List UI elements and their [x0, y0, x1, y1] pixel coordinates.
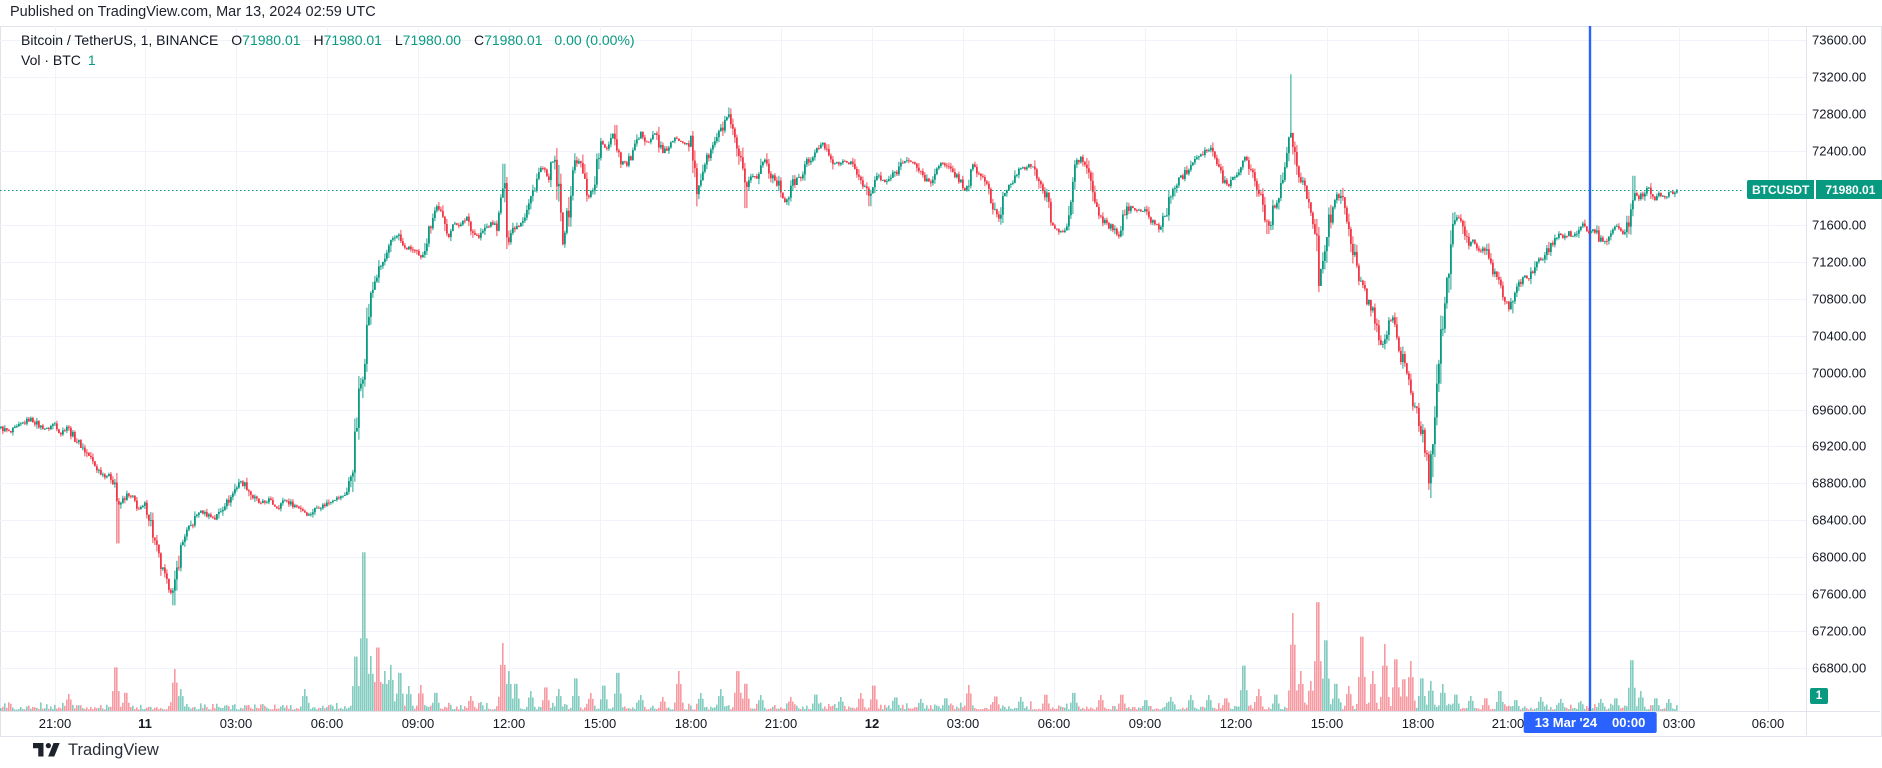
- time-scale[interactable]: 21:00 11 03:00 06:00 09:00 12:00 15:00 18:00 21:…: [0, 711, 1882, 737]
- price-axis-border: [1806, 27, 1807, 735]
- price-tick-label: 66800.00: [1812, 660, 1867, 676]
- symbol-legend[interactable]: Bitcoin / TetherUS, 1, BINANCE O71980.01…: [21, 32, 635, 48]
- time-tick-label: 21:00: [38, 716, 72, 731]
- price-tick-label: 68400.00: [1812, 512, 1867, 528]
- time-tick-label: 18:00: [674, 716, 708, 731]
- price-scale[interactable]: 73600.00 73200.00 72800.00 72400.00 71600.00…: [1806, 26, 1882, 711]
- close-label: C: [473, 32, 485, 48]
- price-tick-label: 68000.00: [1812, 549, 1867, 565]
- last-price-value: 71980.01: [1816, 180, 1882, 199]
- volume-axis-badge: 1: [1810, 688, 1828, 704]
- price-chart-canvas[interactable]: [0, 26, 1806, 711]
- low-value: 71980.00: [402, 32, 462, 48]
- time-tick-label: 03:00: [1662, 716, 1696, 731]
- footer[interactable]: TradingView: [33, 740, 159, 761]
- price-tick-label: 67200.00: [1812, 623, 1867, 639]
- price-tick-label: 73200.00: [1812, 69, 1867, 85]
- volume-value: 1: [87, 52, 96, 68]
- publish-date-badge: 13 Mar '24 00:00: [1523, 712, 1657, 733]
- close-value: 71980.01: [484, 32, 543, 48]
- last-price-badge: BTCUSDT 71980.01: [1747, 180, 1882, 199]
- price-tick-label: 72400.00: [1812, 143, 1867, 159]
- time-tick-label: 03:00: [219, 716, 253, 731]
- time-tick-label: 12:00: [1219, 716, 1253, 731]
- price-tick-label: 73600.00: [1812, 32, 1867, 48]
- high-value: 71980.01: [323, 32, 382, 48]
- change-value: 0.00 (0.00%): [554, 32, 635, 48]
- tradingview-brand-text: TradingView: [68, 741, 159, 759]
- price-tick-label: 69600.00: [1812, 402, 1867, 417]
- time-tick-label: 15:00: [1310, 716, 1344, 731]
- time-axis-border: [1, 711, 1880, 712]
- time-tick-label: 18:00: [1401, 716, 1435, 731]
- price-tick-label: 67600.00: [1812, 586, 1867, 602]
- time-tick-label: 21:00: [764, 716, 798, 731]
- time-tick-label: 11: [138, 716, 152, 731]
- published-line: Published on TradingView.com, Mar 13, 20…: [10, 4, 376, 20]
- time-tick-label: 15:00: [583, 716, 617, 731]
- volume-label: Vol · BTC: [21, 52, 81, 68]
- time-tick-label: 09:00: [1128, 716, 1162, 731]
- time-tick-label: 09:00: [401, 716, 435, 731]
- time-tick-label: 03:00: [946, 716, 980, 731]
- price-tick-label: 70400.00: [1812, 328, 1867, 344]
- low-label: L: [394, 32, 403, 48]
- badge-divider: [1814, 180, 1817, 199]
- time-tick-label: 06:00: [1751, 716, 1785, 731]
- open-value: 71980.01: [242, 32, 301, 48]
- price-tick-label: 69200.00: [1812, 438, 1867, 454]
- price-tick-label: 71200.00: [1812, 254, 1867, 270]
- open-label: O: [231, 32, 243, 48]
- price-tick-label: 68800.00: [1812, 475, 1867, 491]
- time-tick-label: 21:00: [1491, 716, 1525, 731]
- last-price-symbol: BTCUSDT: [1747, 180, 1815, 199]
- time-tick-label: 06:00: [1037, 716, 1071, 731]
- price-tick-label: 72800.00: [1812, 106, 1867, 122]
- tradingview-logo-icon: [33, 740, 60, 761]
- volume-legend[interactable]: Vol · BTC 1: [21, 52, 96, 68]
- price-tick-label: 71600.00: [1812, 217, 1867, 233]
- time-tick-label: 06:00: [310, 716, 344, 731]
- price-tick-label: 70800.00: [1812, 291, 1867, 307]
- price-tick-label: 70000.00: [1812, 365, 1867, 381]
- time-tick-label: 12:00: [492, 716, 526, 731]
- symbol-title: Bitcoin / TetherUS, 1, BINANCE: [21, 32, 219, 48]
- time-tick-label: 12: [864, 716, 880, 731]
- high-label: H: [313, 32, 324, 48]
